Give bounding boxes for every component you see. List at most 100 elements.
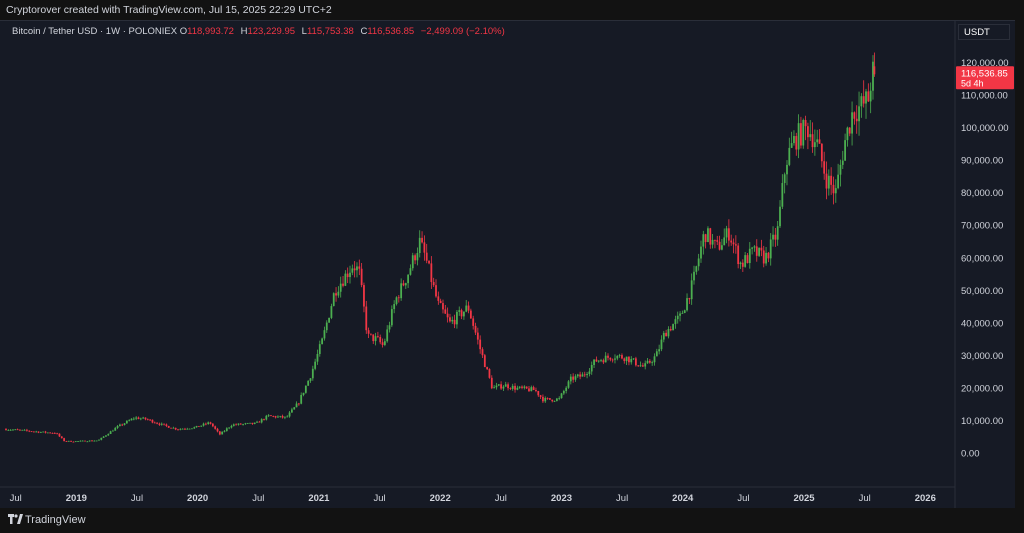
- candle-body: [549, 398, 551, 400]
- candle-body: [844, 140, 846, 161]
- candle-body: [351, 268, 354, 273]
- price-tick-label: 90,000.00: [961, 156, 1003, 167]
- candle-body: [414, 255, 416, 261]
- candle-body: [146, 419, 149, 421]
- candle-body: [67, 440, 70, 442]
- candle-body: [479, 339, 482, 350]
- candle-body: [635, 358, 637, 366]
- candle-body: [270, 415, 272, 417]
- candle-body: [235, 424, 238, 426]
- candle-body: [372, 334, 375, 342]
- low-label: L: [301, 26, 307, 37]
- candle-body: [425, 252, 428, 261]
- time-tick-label: Jul: [10, 493, 22, 504]
- symbol-legend[interactable]: Bitcoin / Tether USD · 1W · POLONIEX O11…: [12, 26, 509, 37]
- candle-body: [490, 377, 493, 389]
- candle-body: [518, 386, 521, 388]
- price-axis[interactable]: 130,000.00120,000.00110,000.00100,000.00…: [961, 26, 1009, 460]
- candle-body: [383, 341, 386, 345]
- candle-body: [149, 419, 152, 421]
- candle-body: [639, 365, 642, 367]
- candle-body: [237, 423, 240, 425]
- candle-body: [397, 297, 400, 299]
- candle-body: [676, 315, 679, 320]
- candle-body: [130, 418, 133, 421]
- candle-body: [609, 357, 612, 360]
- time-tick-label: 2024: [672, 493, 694, 504]
- candle-body: [307, 380, 310, 386]
- candle-body: [214, 426, 217, 429]
- candle-body: [560, 393, 563, 399]
- candle-body: [95, 440, 98, 442]
- time-axis[interactable]: Jul 2019 Jul 2020 Jul 2021 Jul 2022 Jul 2023 Jul 20…: [10, 493, 936, 504]
- candle-body: [628, 356, 630, 363]
- candle-body: [597, 360, 600, 362]
- candle-body: [72, 441, 75, 443]
- price-tick-label: 10,000.00: [961, 416, 1003, 427]
- candle-body: [511, 385, 514, 389]
- footer: TradingView: [0, 508, 1024, 533]
- candle-body: [823, 161, 826, 174]
- candle-body: [790, 143, 793, 148]
- candle-body: [681, 312, 684, 314]
- candle-body: [662, 332, 665, 340]
- candle-body: [595, 359, 598, 362]
- candle-body: [602, 360, 605, 363]
- candle-body: [718, 241, 721, 250]
- time-tick-label: Jul: [252, 493, 264, 504]
- candle-body: [449, 317, 451, 322]
- candle-body: [202, 423, 205, 426]
- candle-body: [211, 423, 214, 427]
- candle-body: [188, 428, 191, 430]
- candle-body: [813, 142, 816, 148]
- candle-body: [195, 425, 198, 428]
- candle-body: [172, 427, 175, 429]
- candle-body: [725, 228, 728, 238]
- candle-body: [330, 306, 333, 318]
- attribution-bar: Cryptorover created with TradingView.com…: [0, 0, 1024, 20]
- price-tick-label: 80,000.00: [961, 188, 1003, 199]
- candle-body: [462, 311, 465, 317]
- candle-body: [9, 429, 12, 431]
- candle-body: [200, 425, 203, 427]
- candle-body: [309, 378, 312, 381]
- candle-body: [509, 388, 512, 389]
- candle-body: [84, 440, 86, 442]
- candle-body: [63, 438, 66, 442]
- candle-body: [367, 330, 370, 334]
- candle-body: [116, 426, 119, 428]
- time-tick-label: 2023: [551, 493, 572, 504]
- candle-body: [393, 304, 396, 310]
- candle-body: [132, 418, 135, 420]
- currency-unit-box[interactable]: USDT: [958, 24, 1010, 40]
- candle-body: [302, 392, 305, 395]
- candle-body: [376, 336, 379, 338]
- candle-body: [818, 139, 821, 144]
- candle-body: [869, 90, 872, 102]
- price-tick-label: 30,000.00: [961, 351, 1003, 362]
- candle-body: [70, 440, 72, 442]
- candle-body: [295, 403, 298, 408]
- candle-body: [600, 360, 602, 362]
- candle-body: [632, 358, 635, 360]
- candle-body: [865, 91, 867, 104]
- candle-body: [416, 252, 419, 261]
- candle-body: [711, 239, 714, 245]
- candle-body: [402, 283, 405, 286]
- candle-body: [28, 430, 31, 432]
- candle-body: [79, 440, 82, 442]
- candle-body: [679, 313, 681, 316]
- candle-body: [91, 440, 93, 442]
- price-tick-label: 120,000.00: [961, 58, 1009, 69]
- candle-body: [746, 255, 749, 264]
- candle-body: [249, 422, 251, 424]
- candle-body: [121, 424, 124, 426]
- candle-body: [160, 423, 163, 425]
- candle-body: [555, 398, 558, 401]
- candle-body: [493, 387, 496, 389]
- candle-body: [469, 310, 472, 319]
- candle-body: [170, 427, 172, 429]
- candle-body: [421, 237, 423, 243]
- candle-body: [37, 431, 40, 433]
